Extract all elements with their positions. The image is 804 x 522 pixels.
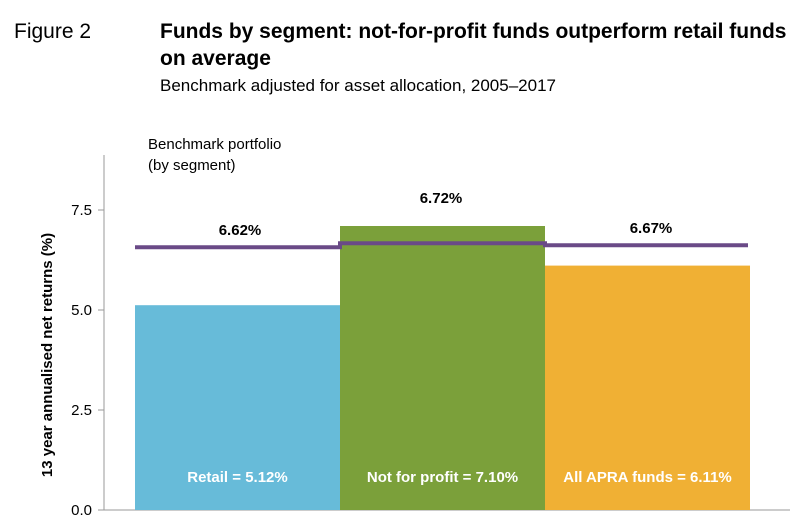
- bar-not-for-profit: [340, 226, 545, 510]
- bar-label: Not for profit = 7.10%: [367, 469, 518, 486]
- benchmark-legend-label: Benchmark portfolio: [148, 136, 281, 153]
- y-tick-label: 7.5: [71, 202, 92, 219]
- bar-label: Retail = 5.12%: [187, 469, 287, 486]
- bar-label: All APRA funds = 6.11%: [563, 469, 732, 486]
- bar-all-apra-funds: [545, 265, 750, 510]
- benchmark-value-label: 6.72%: [420, 190, 463, 207]
- bar-retail: [135, 305, 340, 510]
- figure-label: Figure 2: [14, 20, 92, 43]
- benchmark-legend-label: (by segment): [148, 157, 236, 174]
- y-axis-title: 13 year annualised net returns (%): [39, 233, 56, 477]
- chart-title: Funds by segment: not-for-profit funds o…: [160, 20, 787, 70]
- y-tick-label: 0.0: [71, 502, 92, 519]
- y-tick-label: 5.0: [71, 302, 92, 319]
- benchmark-line: [135, 241, 748, 250]
- chart-subtitle: Benchmark adjusted for asset allocation,…: [160, 76, 556, 95]
- benchmark-value-label: 6.67%: [630, 220, 673, 237]
- benchmark-value-label: 6.62%: [219, 222, 262, 239]
- y-tick-label: 2.5: [71, 402, 92, 419]
